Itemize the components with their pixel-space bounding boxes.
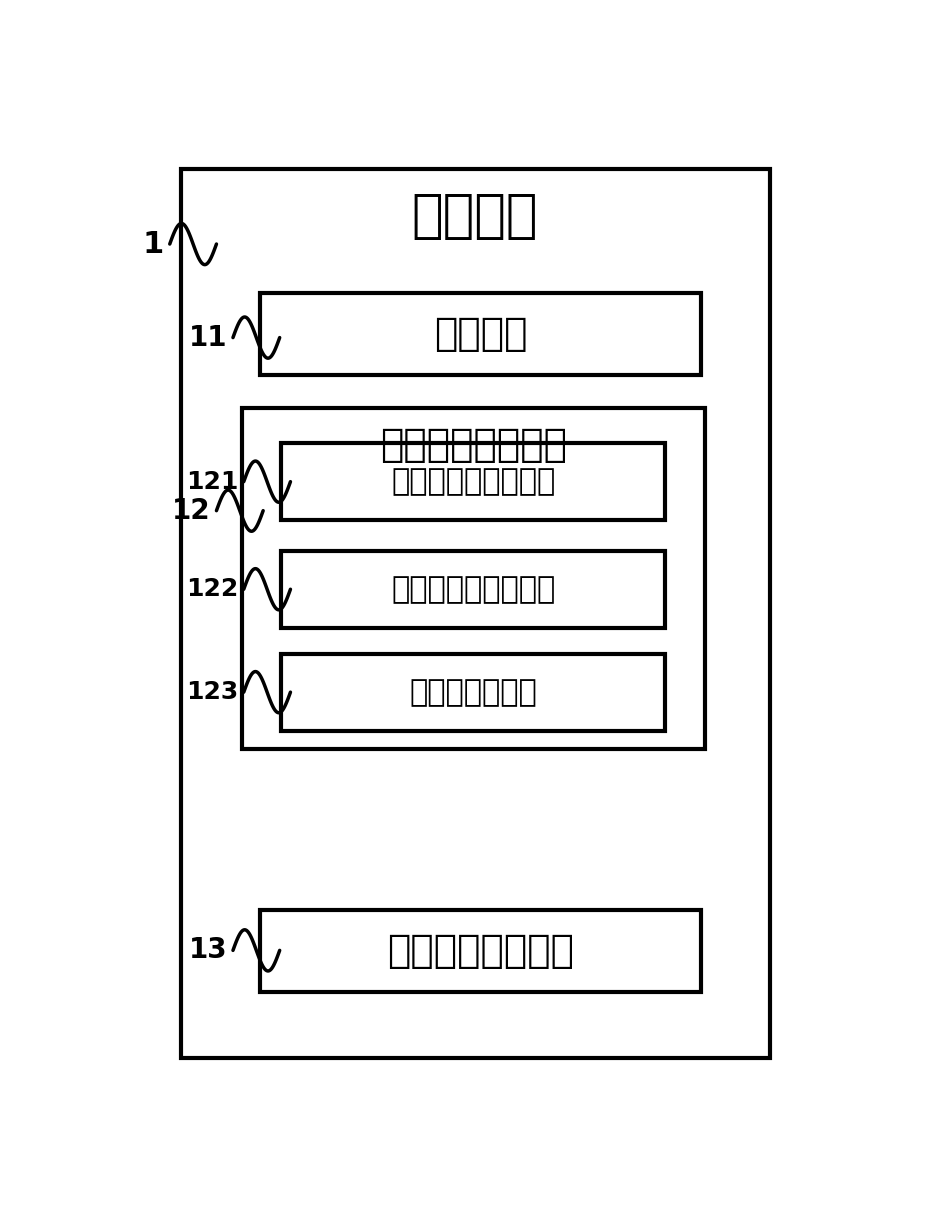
Text: 1: 1 xyxy=(143,230,164,259)
Text: 缺陷检测识别模块: 缺陷检测识别模块 xyxy=(387,932,574,971)
Text: 标定模块: 标定模块 xyxy=(434,315,527,352)
Bar xyxy=(181,169,769,1058)
Text: 122: 122 xyxy=(185,577,238,601)
Bar xyxy=(260,910,702,993)
Text: 11: 11 xyxy=(189,323,227,351)
Bar xyxy=(242,408,705,750)
Text: 点云坐标计算子模块: 点云坐标计算子模块 xyxy=(391,467,555,496)
Bar xyxy=(281,654,666,730)
Text: 点云轮廓拼合子模块: 点云轮廓拼合子模块 xyxy=(391,575,555,604)
Text: 121: 121 xyxy=(185,470,238,493)
Bar xyxy=(281,550,666,628)
Text: 13: 13 xyxy=(188,937,227,965)
Text: 轮廓配准子模块: 轮廓配准子模块 xyxy=(410,678,537,707)
Bar xyxy=(281,443,666,520)
Text: 深度变化计算模块: 深度变化计算模块 xyxy=(380,426,566,464)
Bar xyxy=(260,293,702,375)
Text: 分析单元: 分析单元 xyxy=(412,190,539,242)
Text: 12: 12 xyxy=(172,497,210,525)
Text: 123: 123 xyxy=(185,680,238,705)
